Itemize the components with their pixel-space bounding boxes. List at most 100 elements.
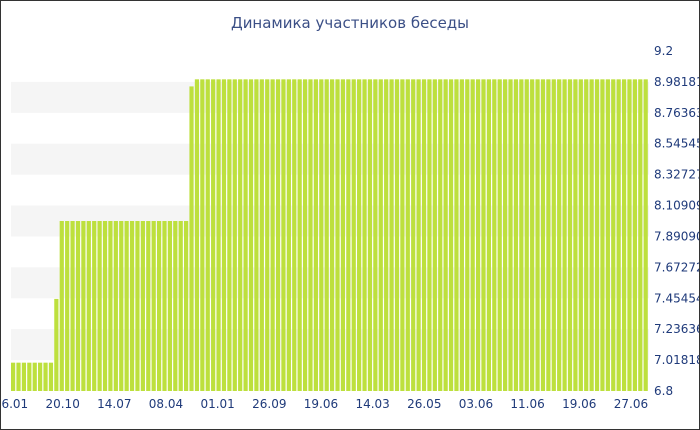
bar[interactable] (470, 79, 475, 391)
bar[interactable] (205, 79, 210, 391)
bar[interactable] (243, 79, 248, 391)
bar[interactable] (373, 79, 378, 391)
bar[interactable] (454, 79, 459, 391)
bar[interactable] (16, 362, 21, 391)
bar[interactable] (11, 362, 16, 391)
bar[interactable] (351, 79, 356, 391)
bar[interactable] (38, 362, 43, 391)
bar[interactable] (248, 79, 254, 391)
bar[interactable] (405, 79, 410, 391)
bar[interactable] (567, 79, 573, 391)
bar[interactable] (513, 79, 519, 391)
bar[interactable] (627, 79, 632, 391)
bar[interactable] (448, 79, 454, 391)
bar[interactable] (97, 221, 102, 391)
bar[interactable] (340, 79, 346, 391)
bar[interactable] (270, 79, 275, 391)
bar[interactable] (632, 79, 637, 391)
bar[interactable] (562, 79, 567, 391)
bar[interactable] (546, 79, 551, 391)
bar[interactable] (129, 221, 135, 391)
bar[interactable] (227, 79, 232, 391)
bar[interactable] (638, 79, 643, 391)
bar[interactable] (578, 79, 583, 391)
bar[interactable] (481, 79, 486, 391)
bar[interactable] (281, 79, 286, 391)
bar[interactable] (302, 79, 308, 391)
bar[interactable] (459, 79, 464, 391)
bar[interactable] (167, 221, 173, 391)
bar[interactable] (443, 79, 448, 391)
bar[interactable] (124, 221, 129, 391)
bar[interactable] (102, 221, 108, 391)
bar[interactable] (427, 79, 432, 391)
bar[interactable] (497, 79, 502, 391)
bar[interactable] (524, 79, 529, 391)
bar[interactable] (557, 79, 562, 391)
bar[interactable] (389, 79, 394, 391)
bar[interactable] (92, 221, 97, 391)
bar[interactable] (589, 79, 594, 391)
bar[interactable] (211, 79, 216, 391)
bar[interactable] (600, 79, 605, 391)
bar[interactable] (573, 79, 578, 391)
bar[interactable] (616, 79, 621, 391)
bar[interactable] (135, 221, 140, 391)
bar[interactable] (59, 221, 64, 391)
bar[interactable] (232, 79, 237, 391)
bar[interactable] (156, 221, 162, 391)
bar[interactable] (508, 79, 513, 391)
bar[interactable] (611, 79, 616, 391)
bar[interactable] (324, 79, 329, 391)
bar[interactable] (362, 79, 367, 391)
bar[interactable] (173, 221, 178, 391)
bar[interactable] (86, 221, 91, 391)
bar[interactable] (108, 221, 113, 391)
bar[interactable] (605, 79, 610, 391)
bar[interactable] (475, 79, 481, 391)
bar[interactable] (394, 79, 400, 391)
bar[interactable] (184, 221, 189, 391)
bar[interactable] (200, 79, 205, 391)
bar[interactable] (530, 79, 535, 391)
bar[interactable] (151, 221, 156, 391)
bar[interactable] (65, 221, 70, 391)
bar[interactable] (275, 79, 281, 391)
bar[interactable] (21, 362, 27, 391)
bar[interactable] (621, 79, 627, 391)
bar[interactable] (48, 362, 54, 391)
bar[interactable] (519, 79, 524, 391)
bar[interactable] (265, 79, 270, 391)
bar[interactable] (43, 362, 48, 391)
bar[interactable] (551, 79, 556, 391)
bar[interactable] (119, 221, 124, 391)
bar[interactable] (75, 221, 81, 391)
bar[interactable] (330, 79, 335, 391)
bar[interactable] (400, 79, 405, 391)
bar[interactable] (319, 79, 324, 391)
bar[interactable] (178, 221, 183, 391)
bar[interactable] (503, 79, 508, 391)
bar[interactable] (81, 221, 86, 391)
bar[interactable] (421, 79, 427, 391)
bar[interactable] (140, 221, 145, 391)
bar[interactable] (54, 298, 59, 391)
bar[interactable] (189, 86, 194, 392)
bar[interactable] (313, 79, 318, 391)
bar[interactable] (146, 221, 151, 391)
bar[interactable] (292, 79, 297, 391)
bar[interactable] (346, 79, 351, 391)
bar[interactable] (465, 79, 470, 391)
bar[interactable] (259, 79, 264, 391)
bar[interactable] (70, 221, 75, 391)
bar[interactable] (492, 79, 497, 391)
bar[interactable] (286, 79, 291, 391)
bar[interactable] (32, 362, 37, 391)
bar[interactable] (194, 79, 200, 391)
bar[interactable] (216, 79, 221, 391)
bar[interactable] (584, 79, 589, 391)
bar[interactable] (297, 79, 302, 391)
bar[interactable] (238, 79, 243, 391)
bar[interactable] (384, 79, 389, 391)
bar[interactable] (254, 79, 259, 391)
